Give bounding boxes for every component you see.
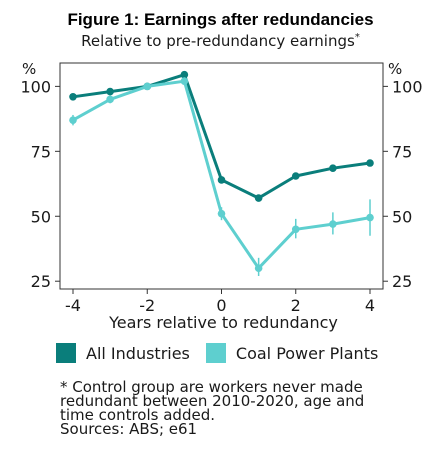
data-point-coal-power-plants xyxy=(254,264,263,273)
x-tick-label: -4 xyxy=(65,296,81,315)
data-point-coal-power-plants xyxy=(366,213,374,222)
data-point-coal-power-plants xyxy=(180,77,189,85)
data-point-all-industries xyxy=(180,70,189,79)
series-line-coal-power-plants xyxy=(72,79,371,270)
y-tick-label-left: 25 xyxy=(31,272,51,291)
y-tick-label-right: 75 xyxy=(392,142,412,161)
data-point-all-industries xyxy=(69,92,77,101)
y-tick-label-left: 100 xyxy=(20,77,51,96)
y-tick-label-right: 100 xyxy=(392,77,423,96)
x-tick-label: 2 xyxy=(291,296,301,315)
data-point-coal-power-plants xyxy=(329,220,337,228)
y-axis-label-left: % xyxy=(22,60,36,78)
y-axis-label-right: % xyxy=(388,60,402,78)
y-tick-label-left: 75 xyxy=(31,142,51,161)
legend-label-coal-power-plants: Coal Power Plants xyxy=(235,343,379,363)
subtitle-text: Relative to pre-redundancy earnings xyxy=(81,32,355,50)
data-point-all-industries xyxy=(254,194,263,202)
data-point-all-industries xyxy=(217,176,226,184)
legend-item-coal-power-plants: Coal Power Plants xyxy=(205,343,379,363)
legend-swatch-all-industries xyxy=(56,343,76,363)
data-point-all-industries xyxy=(106,87,114,96)
footnote-line: redundant between 2010-2020, age and xyxy=(60,392,365,410)
data-point-all-industries xyxy=(329,164,337,173)
data-point-coal-power-plants xyxy=(69,116,77,124)
chart-subtitle: Relative to pre-redundancy earnings* xyxy=(0,32,441,50)
y-tick-label-right: 25 xyxy=(392,272,412,291)
data-point-all-industries xyxy=(291,172,300,180)
legend-item-all-industries: All Industries xyxy=(56,343,190,363)
subtitle-footnote-mark: * xyxy=(354,32,360,43)
x-axis-label: Years relative to redundancy xyxy=(108,313,338,332)
footnote-line: * Control group are workers never made xyxy=(60,378,363,396)
chart-title: Figure 1: Earnings after redundancies xyxy=(67,10,374,29)
data-point-coal-power-plants xyxy=(217,209,226,218)
y-tick-label-left: 50 xyxy=(31,207,51,226)
footnotes: * Control group are workers never made r… xyxy=(60,378,430,438)
data-point-coal-power-plants xyxy=(106,95,114,104)
data-point-coal-power-plants xyxy=(143,82,152,91)
chart-plot: 25 25 50 50 75 75 100 100 -4 -2 0 2 4 % % Years rela… xyxy=(20,60,423,332)
legend: All Industries Coal Power Plants xyxy=(56,343,394,363)
data-point-coal-power-plants xyxy=(291,225,300,234)
data-point-all-industries xyxy=(366,159,374,167)
footnote-line: time controls added. xyxy=(60,406,215,424)
x-tick-label: 0 xyxy=(216,296,226,315)
legend-label-all-industries: All Industries xyxy=(86,343,190,363)
legend-swatch-coal-power-plants xyxy=(205,343,226,363)
x-tick-label: -2 xyxy=(139,296,155,315)
y-tick-label-right: 50 xyxy=(392,207,412,226)
sources-note: Sources: ABS; e61 xyxy=(60,420,198,438)
x-tick-label: 4 xyxy=(365,296,375,315)
